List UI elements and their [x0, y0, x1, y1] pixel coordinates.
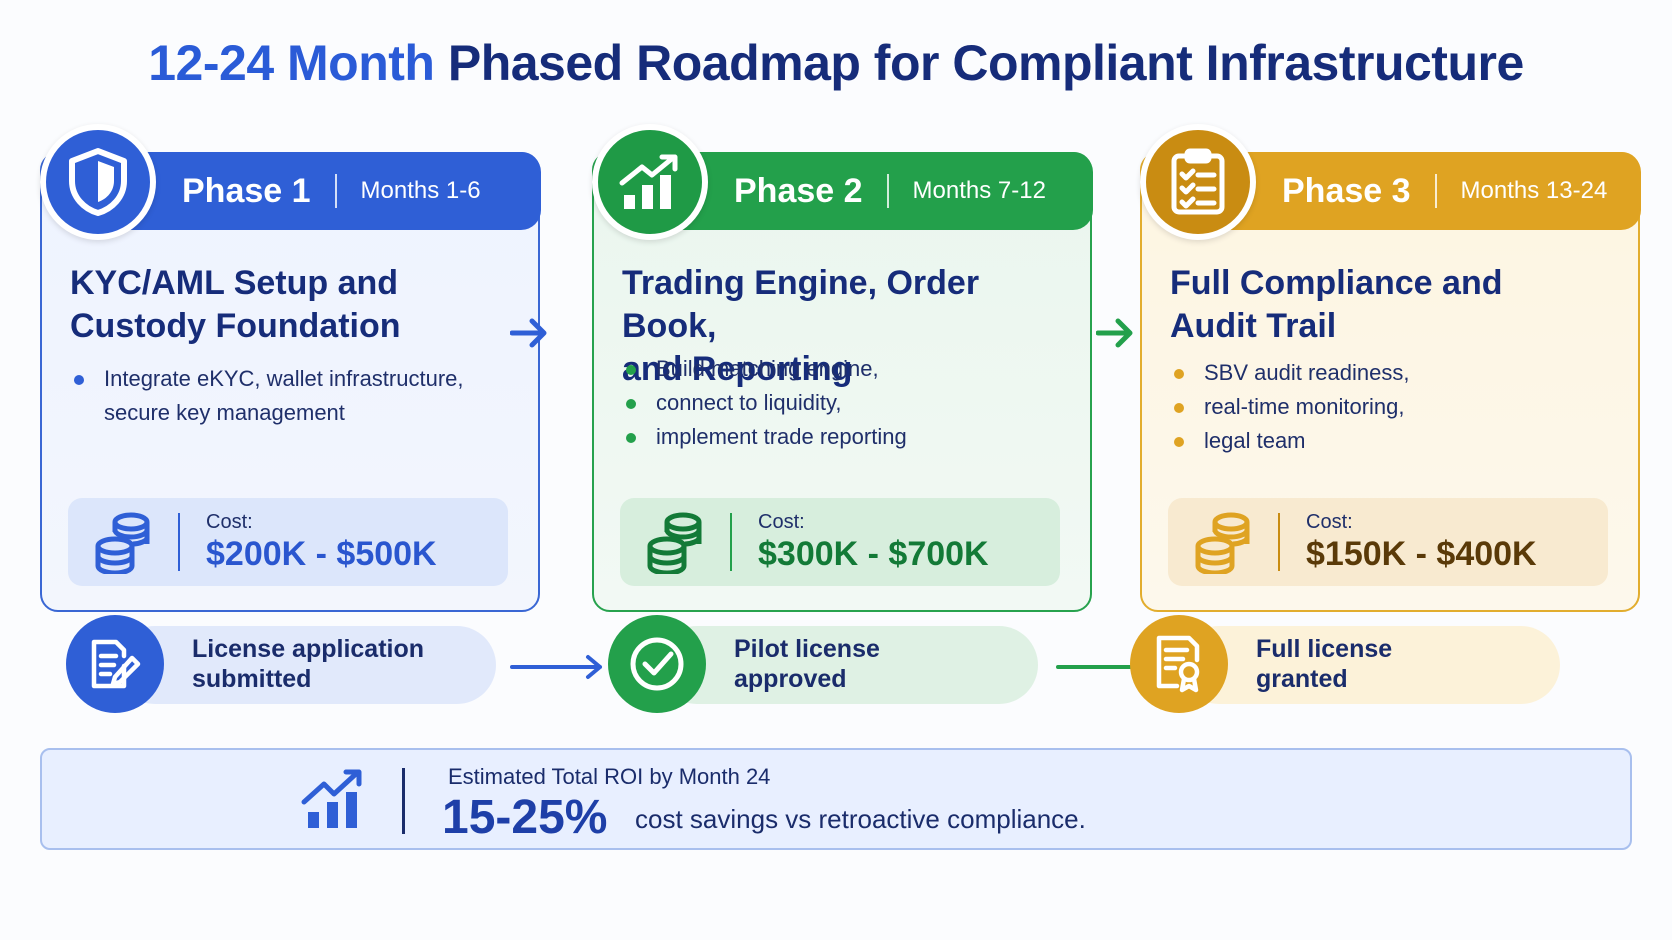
phase-title-line: Custody Foundation [70, 307, 401, 345]
milestone-text: License application submitted [192, 634, 452, 694]
bullet-item: Build matching engine, [622, 352, 1082, 386]
milestone-line: Full license [1256, 635, 1393, 663]
milestone-2: Pilot license approved [608, 615, 1038, 713]
roi-label: Estimated Total ROI by Month 24 [448, 764, 771, 789]
arrow-right-icon [510, 655, 602, 679]
bullet-item: SBV audit readiness, [1170, 356, 1630, 390]
phase-months: Months 7-12 [912, 177, 1046, 204]
growth-chart-icon [300, 766, 366, 837]
milestone-text: Full license granted [1256, 634, 1516, 694]
shield-icon [40, 124, 156, 240]
phase-name: Phase 2 [734, 171, 863, 210]
cost-box: Cost: $150K - $400K [1168, 498, 1608, 586]
phase-name: Phase 3 [1282, 171, 1411, 210]
milestone-3: Full license granted [1130, 615, 1560, 713]
cost-divider [730, 513, 732, 571]
clipboard-checklist-icon [1140, 124, 1256, 240]
cost-divider [178, 513, 180, 571]
milestone-pill [658, 626, 1038, 704]
cost-divider [1278, 513, 1280, 571]
milestone-line: License application [192, 635, 425, 663]
phase-title-line: Audit Trail [1170, 307, 1337, 345]
phase-title-line: Trading Engine, Order Book, [622, 264, 980, 345]
cost-label: Cost: [758, 510, 805, 533]
certificate-icon [1130, 615, 1228, 713]
cost-box: Cost: $300K - $700K [620, 498, 1060, 586]
bullet-item: Integrate eKYC, wallet infrastructure, s… [70, 362, 510, 430]
milestone-line: approved [734, 665, 847, 693]
phase-title-line: and Reporting [622, 350, 853, 388]
phase-card-2: Phase 2 Months 7-12 Trading Engine, Orde… [592, 124, 1093, 612]
phase-title: KYC/AML Setup and Custody Foundation [70, 262, 530, 348]
phase-name: Phase 1 [182, 171, 311, 210]
phase-title-line: Full Compliance and [1170, 264, 1503, 302]
phase-banner-2: Phase 2 Months 7-12 [654, 152, 1093, 230]
banner-divider [334, 174, 337, 208]
milestone-line: submitted [192, 665, 312, 693]
roi-divider [402, 768, 405, 834]
document-pen-icon [66, 615, 164, 713]
milestone-pill [116, 626, 496, 704]
milestone-text: Pilot license approved [734, 634, 994, 694]
roi-value: 15-25% [442, 791, 608, 844]
phase-card-3: Phase 3 Months 13-24 Full Compliance and… [1140, 124, 1641, 612]
arrow-right-icon [510, 318, 547, 348]
arrow-right-icon [1096, 318, 1133, 348]
bullet-item: implement trade reporting [622, 420, 1082, 454]
growth-chart-icon [592, 124, 708, 240]
roi-banner: Estimated Total ROI by Month 24 15-25% c… [40, 748, 1632, 850]
phase-title-line: KYC/AML Setup and [70, 264, 399, 302]
coins-icon [68, 510, 178, 574]
phase-bullets: Build matching engine, connect to liquid… [622, 352, 1082, 454]
phase-title: Full Compliance and Audit Trail [1170, 262, 1630, 348]
cost-label: Cost: [206, 510, 253, 533]
phase-card-1: Phase 1 Months 1-6 KYC/AML Setup and Cus… [40, 124, 541, 612]
cost-value: $150K - $400K [1306, 534, 1537, 573]
roi-description: cost savings vs retroactive compliance. [635, 804, 1086, 834]
milestone-line: Pilot license [734, 635, 880, 663]
bullet-item: legal team [1170, 424, 1630, 458]
check-circle-icon [608, 615, 706, 713]
phase-months: Months 13-24 [1460, 177, 1608, 204]
cost-box: Cost: $200K - $500K [68, 498, 508, 586]
cost-value: $300K - $700K [758, 534, 989, 573]
banner-divider [886, 174, 889, 208]
phase-banner-1: Phase 1 Months 1-6 [102, 152, 541, 230]
phase-bullets: SBV audit readiness, real-time monitorin… [1170, 356, 1630, 458]
phase-banner-3: Phase 3 Months 13-24 [1202, 152, 1641, 230]
bullet-item: real-time monitoring, [1170, 390, 1630, 424]
cost-label: Cost: [1306, 510, 1353, 533]
phase-months: Months 1-6 [360, 177, 481, 204]
phase-bullets: Integrate eKYC, wallet infrastructure, s… [70, 362, 530, 430]
bullet-item: connect to liquidity, [622, 386, 1082, 420]
page-title: 12-24 Month Phased Roadmap for Compliant… [0, 34, 1672, 92]
title-rest: Phased Roadmap for Compliant Infrastruct… [447, 35, 1524, 91]
milestone-1: License application submitted [66, 615, 496, 713]
coins-icon [1168, 510, 1278, 574]
milestone-pill [1180, 626, 1560, 704]
banner-divider [1434, 174, 1437, 208]
milestone-line: granted [1256, 665, 1348, 693]
coins-icon [620, 510, 730, 574]
phase-title: Trading Engine, Order Book, and Reportin… [622, 262, 1082, 391]
title-accent: 12-24 Month [148, 35, 435, 91]
cost-value: $200K - $500K [206, 534, 437, 573]
